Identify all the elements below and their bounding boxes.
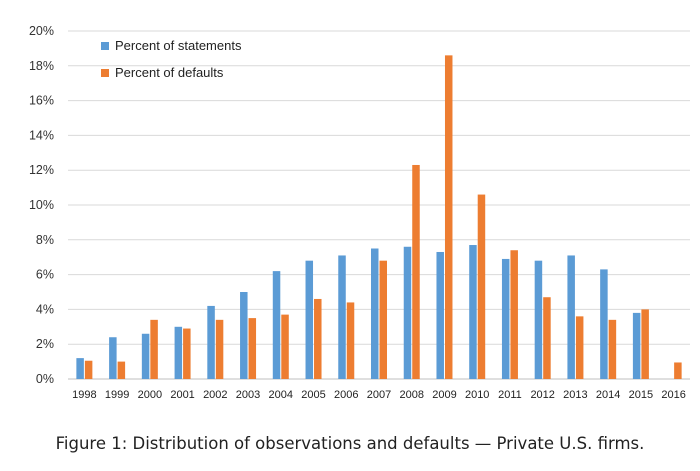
bar-defaults <box>641 309 649 379</box>
y-tick-label: 18% <box>29 59 54 73</box>
bar-defaults <box>117 361 126 379</box>
x-tick-label: 2001 <box>170 389 194 401</box>
x-tick-label: 2004 <box>269 389 293 401</box>
x-tick-label: 2016 <box>661 389 685 401</box>
bar-defaults <box>346 302 355 379</box>
bar-statements <box>469 245 477 379</box>
bar-statements <box>600 269 608 379</box>
bar-statements <box>534 260 543 379</box>
x-tick-label: 2012 <box>530 389 554 401</box>
x-tick-label: 2009 <box>432 389 456 401</box>
x-tick-label: 1999 <box>105 389 129 401</box>
y-tick-label: 4% <box>36 302 54 316</box>
bars <box>76 55 682 380</box>
bar-defaults <box>248 318 257 379</box>
y-tick-label: 14% <box>29 128 54 142</box>
legend: Percent of statements Percent of defaults <box>101 38 242 80</box>
bar-statements <box>76 358 84 379</box>
x-tick-label: 2002 <box>203 389 227 401</box>
bar-statements <box>567 255 575 379</box>
bar-defaults <box>444 55 453 380</box>
legend-swatch-statements <box>101 42 109 50</box>
x-tick-label: 2003 <box>236 389 260 401</box>
bar-defaults <box>674 362 682 379</box>
x-tick-label: 2014 <box>596 389 620 401</box>
bar-chart: 0% 2% 4% 6% 8% 10% 12% 14% 16% 18% 20% 1998 1999 200… <box>29 24 690 401</box>
bar-statements <box>632 312 641 379</box>
y-tick-label: 16% <box>29 94 54 108</box>
bar-defaults <box>543 297 551 379</box>
bar-statements <box>403 246 412 379</box>
bar-defaults <box>84 360 93 379</box>
bar-defaults <box>215 319 224 379</box>
y-tick-label: 20% <box>29 24 54 38</box>
legend-label-statements: Percent of statements <box>115 38 242 53</box>
y-tick-label: 8% <box>36 233 54 247</box>
bar-defaults <box>510 250 518 379</box>
bar-defaults <box>575 316 584 379</box>
bar-defaults <box>281 314 289 379</box>
bar-defaults <box>477 194 486 379</box>
bar-statements <box>109 337 117 379</box>
x-tick-label: 2007 <box>367 389 391 401</box>
x-tick-label: 1998 <box>72 389 96 401</box>
x-tick-label: 2005 <box>301 389 325 401</box>
x-tick-label: 2010 <box>465 389 489 401</box>
y-tick-label: 0% <box>36 372 54 386</box>
y-tick-label: 10% <box>29 198 54 212</box>
bar-statements <box>141 333 150 379</box>
legend-swatch-defaults <box>101 69 109 77</box>
bar-statements <box>436 251 444 379</box>
x-tick-label: 2013 <box>563 389 587 401</box>
bar-defaults <box>314 298 322 379</box>
y-tick-label: 2% <box>36 337 54 351</box>
x-tick-label: 2011 <box>498 389 522 401</box>
x-tick-label: 2015 <box>629 389 653 401</box>
y-tick-label: 12% <box>29 163 54 177</box>
x-tick-label: 2006 <box>334 389 358 401</box>
x-tick-label: 2000 <box>138 389 162 401</box>
bar-statements <box>371 248 379 379</box>
bar-statements <box>338 255 346 379</box>
bar-defaults <box>608 319 617 379</box>
bar-statements <box>174 326 183 379</box>
bar-defaults <box>379 260 387 379</box>
figure-caption: Figure 1: Distribution of observations a… <box>55 434 645 453</box>
bar-statements <box>305 260 314 379</box>
grid-lines <box>68 30 690 380</box>
bar-statements <box>501 258 510 379</box>
x-tick-labels: 1998 1999 2000 2001 2002 2003 2004 2005 2006 2007… <box>72 389 686 401</box>
bar-defaults <box>412 164 420 379</box>
bar-defaults <box>183 328 191 379</box>
y-tick-label: 6% <box>36 268 54 282</box>
x-tick-label: 2008 <box>399 389 423 401</box>
y-tick-labels: 0% 2% 4% 6% 8% 10% 12% 14% 16% 18% 20% <box>29 24 54 386</box>
bar-statements <box>207 305 215 379</box>
bar-statements <box>272 271 281 379</box>
legend-label-defaults: Percent of defaults <box>115 65 224 80</box>
bar-defaults <box>150 319 158 379</box>
bar-statements <box>240 292 248 379</box>
